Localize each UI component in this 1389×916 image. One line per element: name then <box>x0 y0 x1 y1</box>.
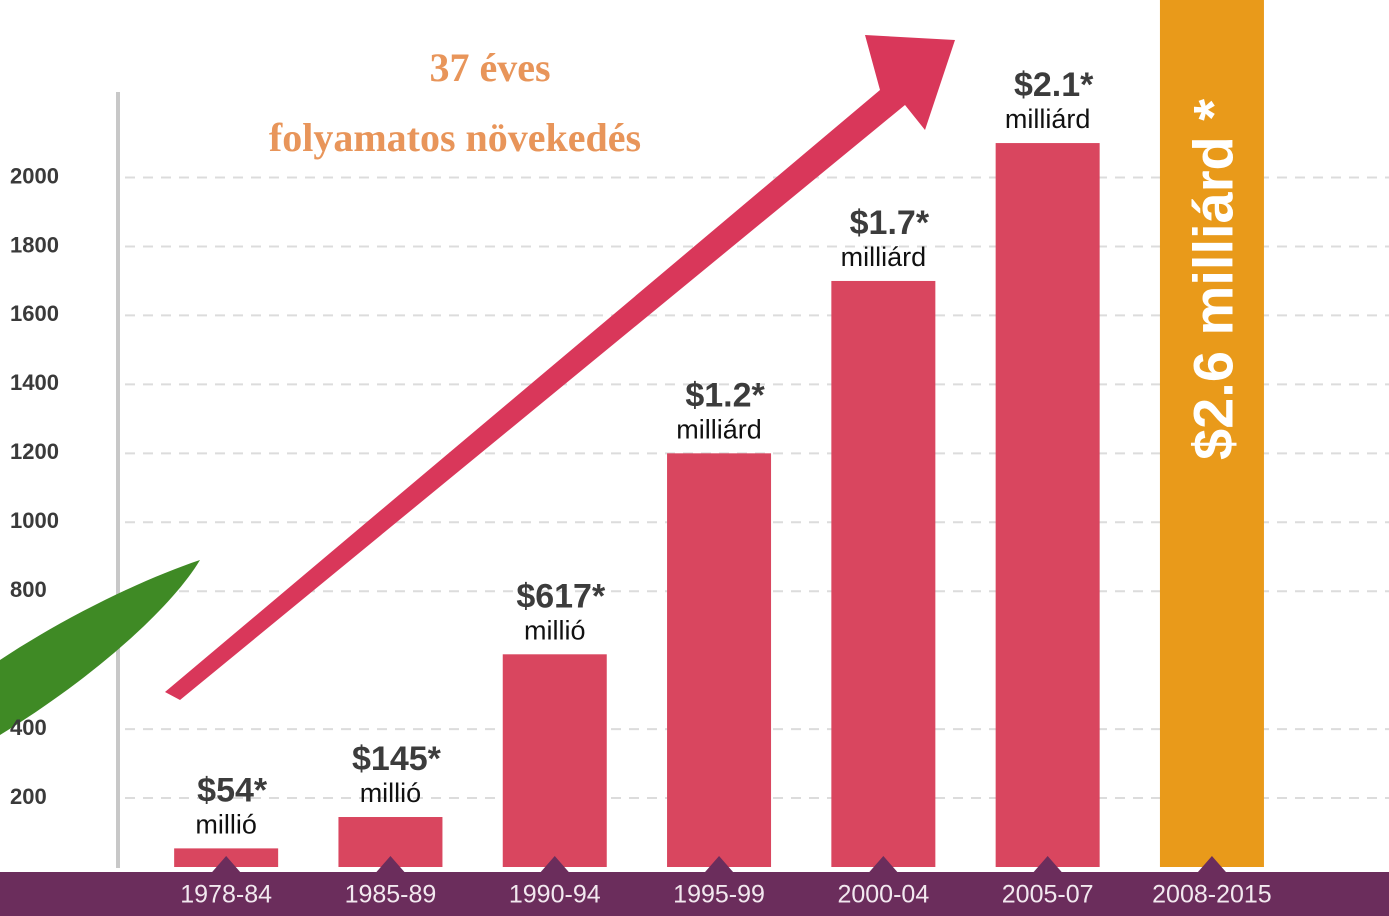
leaf <box>0 560 200 735</box>
x-tick-label: 2000-04 <box>837 881 929 909</box>
bar <box>1159 0 1264 867</box>
bar <box>831 280 936 867</box>
y-tick-label: 800 <box>10 577 47 602</box>
bar-notch <box>869 856 898 872</box>
chart-title: 37 éves <box>429 45 550 90</box>
y-tick-label: 1200 <box>10 439 59 464</box>
x-tick-label: 2008-2015 <box>1152 881 1272 909</box>
bar-notch <box>212 856 241 872</box>
bar-notch <box>376 856 405 872</box>
y-tick-label: 1600 <box>10 301 59 326</box>
x-tick-label: 1985-89 <box>345 881 437 909</box>
y-tick-label: 1400 <box>10 370 59 395</box>
value-label: $1.2* <box>685 376 765 414</box>
x-tick-label: 2005-07 <box>1002 881 1094 909</box>
value-label: $617* <box>516 577 606 615</box>
bar <box>667 453 772 867</box>
category-band <box>0 872 1389 916</box>
value-unit: millió <box>524 615 586 645</box>
y-tick-label: 1800 <box>10 232 59 257</box>
bar <box>995 143 1100 868</box>
y-tick-label: 2000 <box>10 163 59 188</box>
value-unit: millió <box>360 778 422 808</box>
x-tick-label: 1995-99 <box>673 881 765 909</box>
value-label: $2.1* <box>1014 66 1094 104</box>
growth-arrow <box>165 35 955 700</box>
bar-notch <box>540 856 569 872</box>
x-tick-label: 1978-84 <box>180 881 272 909</box>
bar-notch <box>1197 856 1226 872</box>
value-unit: milliárd <box>841 242 927 272</box>
value-label: $54* <box>197 771 268 809</box>
value-label: $1.7* <box>850 204 930 242</box>
chart-title: folyamatos növekedés <box>269 115 641 160</box>
value-unit: milliárd <box>1005 104 1091 134</box>
y-tick-label: 400 <box>10 715 47 740</box>
value-unit: millió <box>195 810 257 840</box>
bar <box>502 654 607 867</box>
value-label: $145* <box>352 740 442 778</box>
x-tick-label: 1990-94 <box>509 881 601 909</box>
y-tick-label: 1000 <box>10 508 59 533</box>
value-unit: milliárd <box>676 414 762 444</box>
bar-notch <box>1033 856 1062 872</box>
y-tick-label: 200 <box>10 784 47 809</box>
value-label: $2.6 milliárd * <box>1182 99 1245 460</box>
bar-notch <box>705 856 734 872</box>
